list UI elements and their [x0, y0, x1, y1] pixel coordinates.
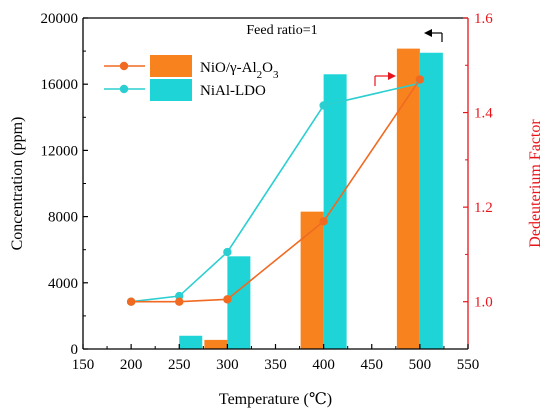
bar-nio-500 [396, 48, 420, 350]
y-right-tick-label: 1.2 [474, 200, 493, 216]
y-left-tick-label: 16000 [41, 77, 79, 93]
left-axis-arrow-head [424, 29, 432, 37]
legend-nio-swatch [150, 55, 192, 77]
nio-point-250 [175, 297, 184, 306]
nial-line [131, 82, 421, 303]
bar-nial-250 [179, 335, 203, 349]
x-tick-label: 450 [361, 357, 384, 373]
y-right-axis-title: Dedeuterium Factor [527, 119, 544, 248]
lines-layer [126, 75, 425, 306]
legend: NiO/γ-Al2O3 NiAl-LDO [104, 55, 279, 101]
x-axis-title: Temperature (℃) [219, 391, 332, 408]
legend-nio-label: NiO/γ-Al2O3 [200, 60, 279, 81]
y-left-tick-label: 0 [71, 342, 79, 358]
x-tick-label: 400 [312, 357, 335, 373]
y-left-tick-label: 20000 [41, 11, 79, 27]
nio-point-500 [415, 75, 425, 84]
nial-point-400 [319, 101, 328, 110]
bar-nio-400 [300, 211, 324, 349]
bars-layer [179, 48, 443, 350]
annotations-layer: Feed ratio=1 [246, 23, 443, 86]
right-axis-arrow-head [388, 72, 396, 80]
y-left-tick-label: 8000 [48, 210, 78, 226]
bar-nial-400 [323, 74, 347, 350]
y-right-tick-label: 1.4 [474, 106, 493, 122]
nial-point-300 [223, 247, 232, 257]
x-tick-label: 500 [409, 357, 432, 373]
y-right-tick-label: 1.6 [474, 11, 493, 27]
x-tick-label: 350 [264, 357, 287, 373]
feed-ratio-annotation: Feed ratio=1 [246, 23, 317, 38]
legend-nial-marker [119, 84, 129, 94]
y-left-tick-label: 4000 [48, 276, 78, 292]
nio-point-400 [319, 217, 328, 226]
x-tick-label: 200 [120, 357, 143, 373]
nio-point-300 [223, 295, 232, 304]
legend-nial-swatch [150, 79, 192, 101]
nio-point-200 [126, 297, 136, 306]
bar-nio-300 [204, 339, 228, 349]
axes-layer: 150 200 250 300 350 400 450 500 550 0 4000 8000 1200… [9, 11, 544, 408]
nio-line [131, 79, 421, 303]
x-tick-label: 550 [457, 357, 480, 373]
y-left-tick-label: 12000 [41, 143, 79, 159]
x-tick-label: 300 [216, 357, 239, 373]
legend-nial-label: NiAl-LDO [200, 83, 266, 99]
legend-nio-marker [119, 61, 129, 71]
bar-nial-300 [227, 256, 251, 349]
y-left-axis-title: Concentration (ppm) [9, 117, 26, 251]
y-right-tick-label: 1.0 [474, 295, 493, 311]
bar-nial-500 [419, 52, 443, 349]
x-tick-label: 150 [72, 357, 95, 373]
x-tick-label: 250 [168, 357, 191, 373]
